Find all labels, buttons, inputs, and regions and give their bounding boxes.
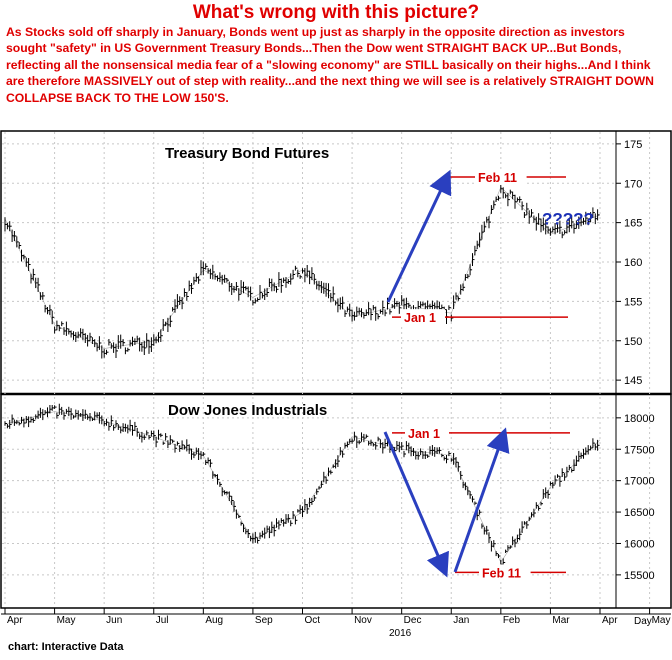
trend-arrow-2 <box>383 431 449 578</box>
annotation-label-feb-11: Feb 11 <box>482 566 521 580</box>
price-label-15500: 15500 <box>624 570 655 582</box>
price-label-17000: 17000 <box>624 476 655 488</box>
month-label-mar: Mar <box>552 615 570 626</box>
price-label-145: 145 <box>624 375 642 387</box>
dow-panel-title: Dow Jones Industrials <box>168 402 327 419</box>
annotation-label-feb-11: Feb 11 <box>478 171 517 185</box>
month-label-jun: Jun <box>106 615 122 626</box>
price-label-160: 160 <box>624 257 642 269</box>
price-label-18000: 18000 <box>624 413 655 425</box>
question-marks-label: ????? <box>542 210 594 229</box>
month-tick-labels: Apr May Jun Jul Aug Sep Oct Nov Dec Jan Feb Mar Apr M… <box>1 608 671 626</box>
month-label-may: May <box>57 615 76 626</box>
annotation-label-bg <box>405 424 449 441</box>
price-label-175: 175 <box>624 139 642 151</box>
price-tick-labels: 145 150 155 160 165 170 175 15500 16000 16500 1700… <box>616 139 655 582</box>
grid-lines <box>2 132 651 607</box>
month-label-jan: Jan <box>453 615 469 626</box>
annotation-label-jan-1: Jan 1 <box>404 311 436 325</box>
dow-panel-frame <box>0 393 672 609</box>
month-label-may: May <box>652 615 671 626</box>
month-label-dec: Dec <box>404 615 422 626</box>
price-label-155: 155 <box>624 296 642 308</box>
day-unit-label: Day <box>634 616 652 627</box>
price-label-16500: 16500 <box>624 507 655 519</box>
month-label-jul: Jul <box>156 615 169 626</box>
annotation-label-jan-1: Jan 1 <box>408 427 440 441</box>
month-label-aug: Aug <box>205 615 223 626</box>
annotation-label-bg <box>479 564 531 581</box>
month-label-nov: Nov <box>354 615 372 626</box>
price-label-165: 165 <box>624 218 642 230</box>
price-bars <box>4 184 601 569</box>
price-label-150: 150 <box>624 336 642 348</box>
commentary-text: As Stocks sold off sharply in January, B… <box>6 25 654 105</box>
month-label-apr: Apr <box>7 615 23 626</box>
annotation-label-bg <box>475 168 527 185</box>
month-label-oct: Oct <box>305 615 321 626</box>
source-credit: chart: Interactive Data <box>8 641 124 653</box>
annotations: Feb 11 Jan 1????? Jan 1 Feb 11 <box>383 168 594 581</box>
annotation-label-bg <box>401 309 445 326</box>
chart-headline: What's wrong with this picture? <box>192 2 480 23</box>
month-label-sep: Sep <box>255 615 273 626</box>
dow-series-line <box>4 411 601 563</box>
trend-arrow-1 <box>386 169 452 303</box>
chart-area: Feb 11 Jan 1????? Jan 1 Feb 11 145 150 155 160… <box>0 130 672 639</box>
month-label-feb: Feb <box>503 615 521 626</box>
price-label-170: 170 <box>624 178 642 190</box>
price-label-17500: 17500 <box>624 444 655 456</box>
trend-arrow-3 <box>453 427 510 573</box>
month-label-apr: Apr <box>602 615 618 626</box>
year-label: 2016 <box>389 628 412 639</box>
bond-panel-title: Treasury Bond Futures <box>165 145 329 162</box>
price-label-16000: 16000 <box>624 538 655 550</box>
